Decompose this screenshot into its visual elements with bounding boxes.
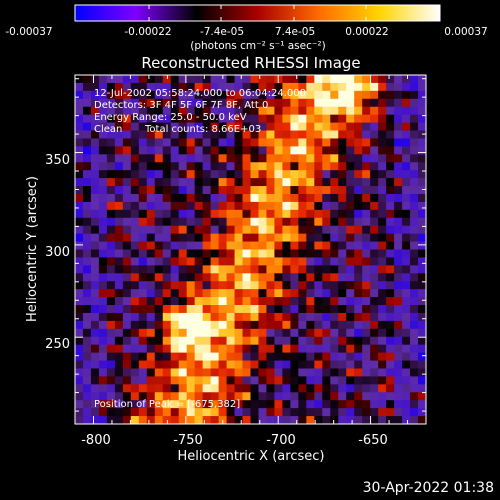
colorbar-units-label: (photons cm⁻² s⁻¹ asec⁻²) <box>190 40 325 52</box>
y-axis-label: Heliocentric Y (arcsec) <box>25 176 40 322</box>
annotation-counts: Total counts: 8.66E+03 <box>144 124 261 135</box>
colorbar-tick-label: 7.4e-05 <box>275 26 315 38</box>
x-tick-label: -700 <box>266 433 296 448</box>
x-axis-label: Heliocentric X (arcsec) <box>178 449 325 464</box>
colorbar-ticks <box>74 5 441 21</box>
colorbar <box>75 5 440 21</box>
colorbar-tick-label: -7.4e-05 <box>200 26 244 38</box>
y-tick-label: 300 <box>45 245 70 260</box>
x-tick-label: -650 <box>358 433 388 448</box>
colorbar-frame <box>74 4 441 22</box>
axis-ticks <box>75 75 426 424</box>
colorbar-tick-label: -0.00037 <box>5 26 52 38</box>
y-tick-label: 350 <box>45 153 70 168</box>
annotation-peak: Position of Peak = [-675,382] <box>94 399 240 410</box>
colorbar-tick-label: 0.00022 <box>345 26 388 38</box>
annotation-method: Clean <box>94 124 122 135</box>
heatmap-image <box>75 75 426 424</box>
annotation-energy: Energy Range: 25.0 - 50.0 keV <box>94 112 247 123</box>
chart-title: Reconstructed RHESSI Image <box>141 54 360 72</box>
colorbar-tick-label: 0.00037 <box>444 26 487 38</box>
annotation-detectors: Detectors: 3F 4F 5F 6F 7F 8F, Att 0 <box>94 100 268 111</box>
x-tick-label: -800 <box>81 433 111 448</box>
y-tick-label: 250 <box>45 337 70 352</box>
colorbar-tick-label: -0.00022 <box>124 26 171 38</box>
annotation-time: 12-Jul-2002 05:58:24.000 to 06:04:24.000 <box>94 88 306 99</box>
footer-timestamp: 30-Apr-2022 01:38 <box>362 480 494 496</box>
x-tick-label: -750 <box>173 433 203 448</box>
plot-frame <box>74 74 427 425</box>
